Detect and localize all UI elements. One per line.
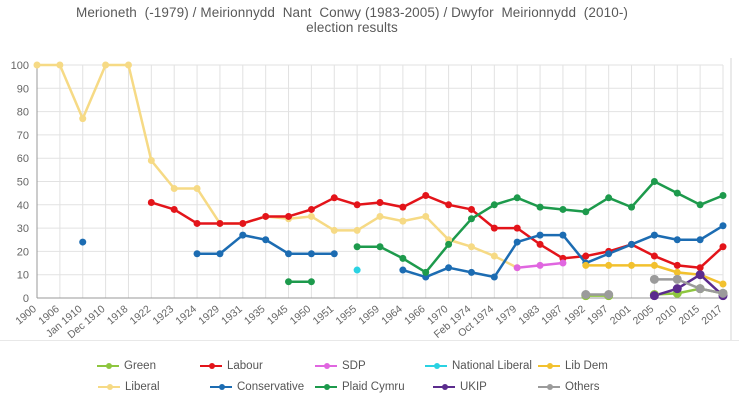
svg-text:0: 0 bbox=[23, 293, 29, 305]
svg-text:1983: 1983 bbox=[516, 303, 542, 327]
svg-text:1922: 1922 bbox=[128, 303, 154, 327]
svg-text:2001: 2001 bbox=[608, 303, 634, 327]
svg-text:70: 70 bbox=[17, 130, 29, 142]
svg-text:1959: 1959 bbox=[356, 303, 382, 327]
svg-text:2010: 2010 bbox=[654, 303, 680, 327]
svg-text:10: 10 bbox=[17, 270, 29, 282]
svg-text:2015: 2015 bbox=[676, 303, 702, 327]
svg-text:1997: 1997 bbox=[585, 303, 611, 327]
svg-text:2005: 2005 bbox=[631, 303, 657, 327]
svg-text:1918: 1918 bbox=[105, 303, 131, 327]
svg-text:60: 60 bbox=[17, 153, 29, 165]
svg-text:1955: 1955 bbox=[333, 303, 359, 327]
svg-text:1929: 1929 bbox=[196, 303, 222, 327]
svg-text:1950: 1950 bbox=[288, 303, 314, 327]
svg-text:1931: 1931 bbox=[219, 303, 245, 327]
svg-text:1900: 1900 bbox=[13, 303, 39, 327]
svg-text:1979: 1979 bbox=[494, 303, 520, 327]
svg-text:90: 90 bbox=[17, 83, 29, 95]
svg-text:1924: 1924 bbox=[173, 303, 199, 327]
svg-text:1992: 1992 bbox=[562, 303, 588, 327]
svg-text:50: 50 bbox=[17, 177, 29, 189]
svg-text:2017: 2017 bbox=[699, 303, 725, 327]
svg-text:1945: 1945 bbox=[265, 303, 291, 327]
svg-text:80: 80 bbox=[17, 107, 29, 119]
svg-text:1951: 1951 bbox=[311, 303, 337, 327]
svg-text:1935: 1935 bbox=[242, 303, 268, 327]
svg-text:30: 30 bbox=[17, 223, 29, 235]
svg-text:20: 20 bbox=[17, 246, 29, 258]
svg-text:1987: 1987 bbox=[539, 303, 565, 327]
svg-text:100: 100 bbox=[11, 60, 29, 72]
svg-text:1923: 1923 bbox=[151, 303, 177, 327]
svg-text:1964: 1964 bbox=[379, 303, 405, 327]
svg-text:40: 40 bbox=[17, 200, 29, 212]
svg-text:1966: 1966 bbox=[402, 303, 428, 327]
